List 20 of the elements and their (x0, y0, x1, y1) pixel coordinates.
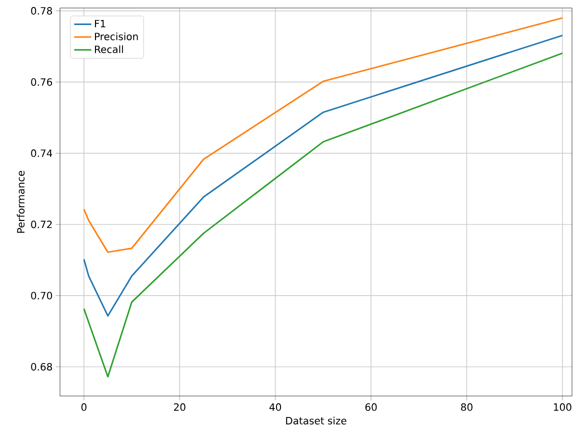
line-series (83, 17, 564, 253)
line-series (83, 34, 564, 317)
legend-label: Recall (95, 45, 123, 54)
x-tick-label: 40 (269, 403, 282, 411)
x-tick-label: 60 (365, 403, 377, 411)
y-tick-label: 0.72 (31, 220, 52, 228)
x-tick-label: 20 (174, 403, 186, 411)
y-tick-label: 0.74 (31, 149, 52, 158)
y-tick-label: 0.78 (31, 7, 52, 15)
x-tick-label: 0 (81, 403, 86, 411)
x-tick-label: 80 (461, 403, 472, 411)
y-axis-title: Performance (16, 170, 25, 233)
legend-label: F1 (95, 20, 106, 28)
x-tick-label: 100 (554, 403, 572, 411)
y-tick-label: 0.76 (31, 78, 52, 86)
x-axis-title: Dataset size (286, 416, 346, 424)
legend-label: Precision (95, 32, 138, 40)
y-tick-label: 0.68 (31, 363, 52, 371)
y-tick-label: 0.70 (31, 292, 52, 300)
line-series (83, 52, 564, 378)
